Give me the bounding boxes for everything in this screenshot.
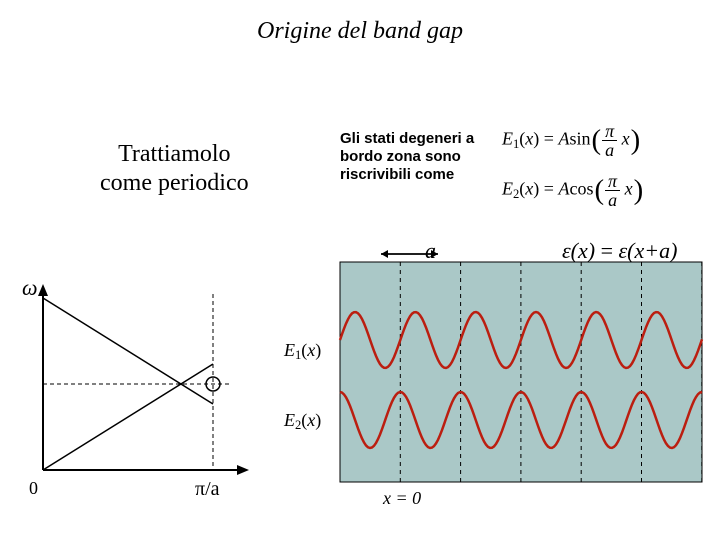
formula-e2-x2: x	[625, 179, 633, 199]
wave-e1-label: E1(x)	[284, 340, 321, 363]
periodicity-lhs: ε(x)	[562, 238, 595, 263]
right-note: Gli stati degeneri a bordo zona sono ris…	[340, 130, 474, 184]
waves-plot	[340, 262, 702, 482]
formula-e2-lhs-E: E	[502, 179, 513, 199]
periodicity-eq: =	[601, 238, 613, 263]
formula-e1-A: A	[558, 129, 569, 149]
wave-e2-label: E2(x)	[284, 410, 321, 433]
left-heading: Trattiamolo come periodico	[100, 140, 249, 198]
pia-text: π/a	[195, 478, 220, 500]
right-note-line3: riscrivibili come	[340, 166, 474, 184]
formula-e1-num: π	[602, 122, 617, 141]
formula-e1-fn: sin	[569, 129, 590, 149]
formula-e1-x2: x	[622, 129, 630, 149]
wave-e2-x: x	[307, 410, 315, 430]
formula-e2-num: π	[605, 172, 620, 191]
formula-e1-sub: 1	[513, 137, 519, 151]
slide-title: Origine del band gap	[0, 18, 720, 45]
wave-e2-sub: 2	[295, 418, 301, 432]
wave-e1-x: x	[307, 340, 315, 360]
formula-e2-A: A	[558, 179, 569, 199]
pi-over-a-label: π/a	[195, 478, 220, 501]
slide-root: Origine del band gap Trattiamolo come pe…	[0, 0, 720, 540]
x0-text: x = 0	[383, 488, 421, 508]
formula-e1: E1(x) = Asin(πa x)	[502, 122, 641, 159]
zero-label: 0	[29, 478, 38, 499]
left-heading-line1: Trattiamolo	[100, 140, 249, 169]
periodicity-eqn: ε(x) = ε(x+a)	[562, 238, 677, 264]
dispersion-plot	[33, 278, 263, 478]
formula-e2-x1: x	[525, 179, 533, 199]
formula-e2-sub: 2	[513, 187, 519, 201]
right-note-line1: Gli stati degeneri a	[340, 130, 474, 148]
formula-e2-den: a	[605, 191, 620, 209]
x-zero-label: x = 0	[383, 488, 421, 509]
wave-e1-E: E	[284, 340, 295, 360]
left-heading-line2: come periodico	[100, 169, 249, 198]
period-a-label: a	[425, 238, 436, 264]
formula-e1-den: a	[602, 141, 617, 159]
periodicity-rhs: ε(x+a)	[619, 238, 678, 263]
right-note-line2: bordo zona sono	[340, 148, 474, 166]
wave-e1-sub: 1	[295, 348, 301, 362]
formula-e2-fn: cos	[569, 179, 593, 199]
formula-e2: E2(x) = Acos(πa x)	[502, 172, 644, 209]
wave-e2-E: E	[284, 410, 295, 430]
formula-e1-x1: x	[525, 129, 533, 149]
formula-e1-lhs-E: E	[502, 129, 513, 149]
